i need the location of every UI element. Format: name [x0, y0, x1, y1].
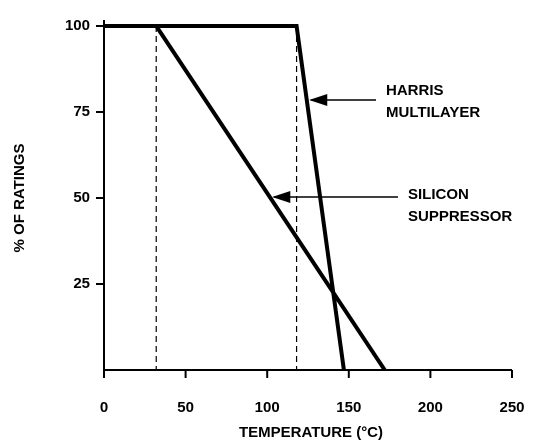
y-tick-label: 100: [65, 17, 90, 34]
x-tick-label: 100: [255, 399, 280, 416]
series-label: SILICON SUPPRESSOR: [408, 186, 512, 225]
y-tick-label: 25: [73, 275, 90, 292]
x-tick-label: 200: [418, 399, 443, 416]
x-tick-label: 50: [177, 399, 194, 416]
x-tick-label: 250: [499, 399, 524, 416]
y-tick-label: 75: [73, 103, 90, 120]
series-label: HARRIS MULTILAYER: [386, 82, 480, 121]
y-axis-label: % OF RATINGS: [11, 144, 28, 253]
y-tick-label: 50: [73, 189, 90, 206]
series-line: [104, 24, 387, 372]
x-axis-label: TEMPERATURE (°C): [239, 424, 383, 441]
x-tick-label: 150: [336, 399, 361, 416]
series-line: [104, 24, 346, 371]
x-tick-label: 0: [100, 399, 108, 416]
